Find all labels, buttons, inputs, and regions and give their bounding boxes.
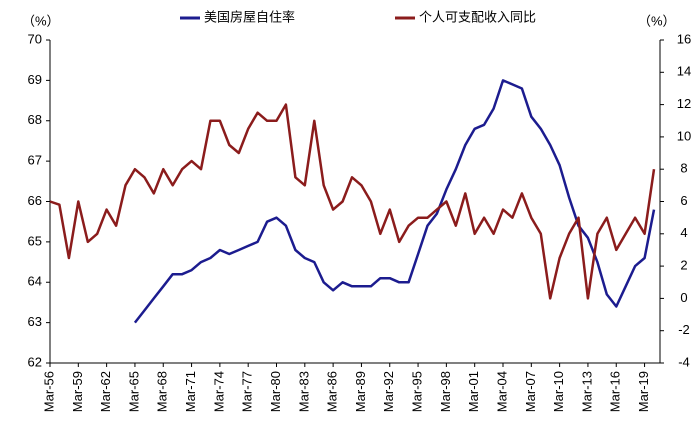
x-tick-label: Mar-62 [98, 371, 113, 412]
y2-tick-label: -4 [678, 354, 690, 369]
x-tick-label: Mar-98 [438, 371, 453, 412]
y-tick-label: 70 [28, 31, 42, 46]
x-tick-label: Mar-74 [211, 371, 226, 412]
x-tick-label: Mar-89 [353, 371, 368, 412]
y-tick-label: 67 [28, 153, 42, 168]
x-tick-label: Mar-77 [240, 371, 255, 412]
series-line [133, 79, 656, 324]
x-tick-label: Mar-92 [381, 371, 396, 412]
x-tick-label: Mar-01 [466, 371, 481, 412]
x-tick-label: Mar-19 [636, 371, 651, 412]
y2-unit: （%） [638, 13, 676, 28]
legend-label: 个人可支配收入同比 [419, 9, 536, 24]
y2-tick-label: 12 [677, 96, 691, 111]
y2-tick-label: -2 [678, 322, 690, 337]
y-tick-label: 65 [28, 233, 42, 248]
y-tick-label: 64 [28, 274, 42, 289]
y2-tick-label: 4 [680, 225, 687, 240]
x-tick-label: Mar-71 [183, 371, 198, 412]
y2-tick-label: 0 [680, 290, 687, 305]
x-tick-label: Mar-68 [155, 371, 170, 412]
x-tick-label: Mar-80 [268, 371, 283, 412]
y-tick-label: 66 [28, 193, 42, 208]
y2-tick-label: 10 [677, 128, 691, 143]
y2-tick-label: 16 [677, 31, 691, 46]
x-tick-label: Mar-59 [70, 371, 85, 412]
legend-label: 美国房屋自住率 [204, 9, 295, 24]
y2-tick-label: 6 [680, 193, 687, 208]
x-tick-label: Mar-07 [523, 371, 538, 412]
y-tick-label: 63 [28, 314, 42, 329]
x-tick-label: Mar-04 [494, 371, 509, 412]
series-line [49, 103, 656, 300]
y2-tick-label: 14 [677, 64, 691, 79]
x-tick-label: Mar-86 [325, 371, 340, 412]
x-tick-label: Mar-56 [41, 371, 56, 412]
y-tick-label: 69 [28, 72, 42, 87]
x-tick-label: Mar-16 [608, 371, 623, 412]
y2-tick-label: 8 [680, 161, 687, 176]
y-unit: （%） [22, 13, 60, 28]
x-tick-label: Mar-65 [126, 371, 141, 412]
y-tick-label: 62 [28, 354, 42, 369]
y-tick-label: 68 [28, 112, 42, 127]
x-tick-label: Mar-95 [410, 371, 425, 412]
y2-tick-label: 2 [680, 258, 687, 273]
x-tick-label: Mar-10 [551, 371, 566, 412]
x-tick-label: Mar-13 [579, 371, 594, 412]
x-tick-label: Mar-83 [296, 371, 311, 412]
